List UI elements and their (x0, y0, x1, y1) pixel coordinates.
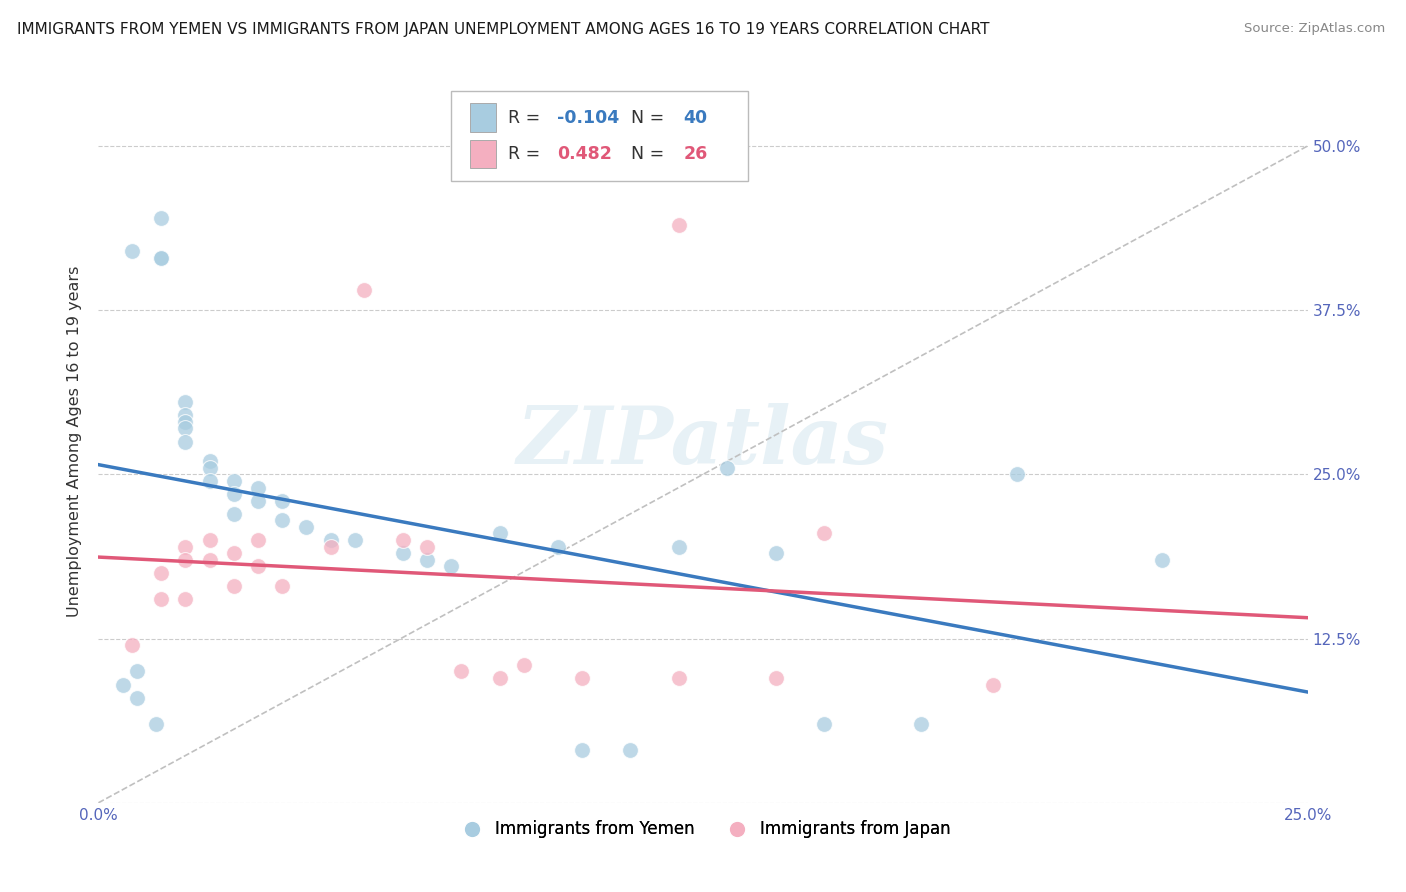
Point (343, 533, 366, 547)
Text: -0.104: -0.104 (557, 109, 619, 127)
Point (247, 481, 270, 495)
Point (440, 559, 463, 574)
Point (150, 251, 173, 265)
Point (174, 421, 197, 435)
Point (174, 409, 197, 423)
Point (571, 671, 593, 685)
Point (489, 671, 512, 685)
Point (222, 487, 245, 501)
Point (513, 657, 536, 672)
Y-axis label: Unemployment Among Ages 16 to 19 years: Unemployment Among Ages 16 to 19 years (67, 266, 83, 617)
Point (198, 454, 221, 468)
Text: ZIPatlas: ZIPatlas (517, 403, 889, 480)
Point (619, 743, 641, 757)
Point (295, 520, 318, 534)
Text: 40: 40 (683, 109, 707, 127)
Point (1007, 467, 1029, 482)
Point (416, 540, 439, 554)
Point (222, 474, 245, 488)
Point (198, 460, 221, 475)
Point (353, 284, 375, 298)
Point (127, 690, 149, 705)
Point (547, 540, 569, 554)
FancyBboxPatch shape (470, 139, 496, 169)
Point (198, 533, 221, 547)
Point (198, 474, 221, 488)
Point (716, 460, 738, 475)
Point (111, 677, 134, 691)
Point (571, 743, 593, 757)
Point (271, 493, 294, 508)
Point (121, 244, 143, 258)
Point (222, 507, 245, 521)
Legend: Immigrants from Yemen, Immigrants from Japan: Immigrants from Yemen, Immigrants from J… (449, 814, 957, 845)
Point (174, 434, 197, 449)
Point (910, 717, 932, 731)
Point (198, 553, 221, 567)
Point (150, 592, 173, 607)
Point (668, 671, 690, 685)
Point (416, 553, 439, 567)
Point (1152, 553, 1174, 567)
Point (174, 415, 197, 429)
Point (150, 251, 173, 265)
Point (765, 546, 787, 560)
Text: N =: N = (620, 109, 669, 127)
Text: R =: R = (509, 145, 551, 163)
Point (392, 533, 415, 547)
Point (150, 566, 173, 580)
Text: IMMIGRANTS FROM YEMEN VS IMMIGRANTS FROM JAPAN UNEMPLOYMENT AMONG AGES 16 TO 19 : IMMIGRANTS FROM YEMEN VS IMMIGRANTS FROM… (17, 22, 990, 37)
FancyBboxPatch shape (451, 91, 748, 181)
Point (271, 579, 294, 593)
Point (145, 717, 167, 731)
Text: 26: 26 (683, 145, 707, 163)
Point (271, 513, 294, 527)
Point (247, 493, 270, 508)
Point (668, 218, 690, 232)
Point (222, 579, 245, 593)
Point (813, 526, 835, 541)
Point (319, 540, 342, 554)
Text: Source: ZipAtlas.com: Source: ZipAtlas.com (1244, 22, 1385, 36)
Point (127, 665, 149, 679)
Point (174, 553, 197, 567)
Point (981, 677, 1004, 691)
Point (489, 526, 512, 541)
FancyBboxPatch shape (470, 103, 496, 132)
Point (247, 533, 270, 547)
Point (174, 540, 197, 554)
Point (392, 546, 415, 560)
Point (150, 211, 173, 226)
Point (319, 533, 342, 547)
Point (121, 638, 143, 652)
Point (765, 671, 787, 685)
Point (222, 546, 245, 560)
Point (668, 540, 690, 554)
Point (174, 395, 197, 409)
Text: R =: R = (509, 109, 546, 127)
Point (247, 559, 270, 574)
Point (174, 592, 197, 607)
Text: N =: N = (620, 145, 669, 163)
Point (450, 665, 472, 679)
Point (813, 717, 835, 731)
Text: 0.482: 0.482 (557, 145, 612, 163)
